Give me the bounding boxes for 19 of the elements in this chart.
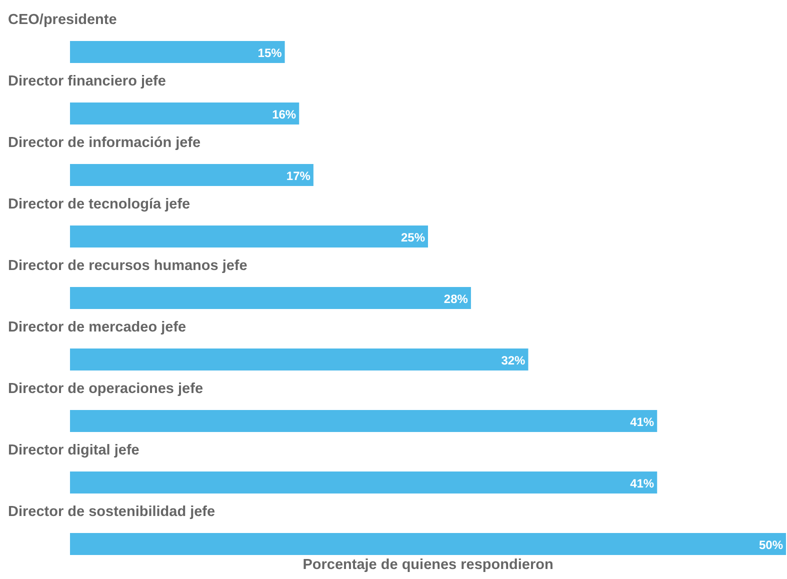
data-label: 41% (630, 476, 654, 490)
data-label: 28% (444, 292, 468, 306)
y-tick-label: Director financiero jefe (8, 74, 166, 90)
y-tick-label: Director de mercadeo jefe (8, 320, 186, 336)
y-tick-label: Director de operaciones jefe (8, 381, 204, 397)
data-label: 50% (758, 538, 784, 552)
y-tick-label: Director de tecnología jefe (8, 196, 190, 212)
y-tick-label: Director digital jefe (8, 442, 140, 458)
y-tick-label: Director de sostenibilidad jefe (8, 504, 216, 520)
data-label: 17% (286, 169, 311, 183)
data-label: 32% (501, 354, 526, 368)
y-tick-label: Director de información jefe (8, 135, 201, 151)
y-tick-label: Director de recursos humanos jefe (8, 258, 248, 274)
data-label: 15% (258, 46, 282, 60)
x-axis-title: Porcentaje de quienes respondieron (302, 557, 554, 573)
data-label: 25% (400, 230, 426, 244)
y-tick-label: CEO/presidente (8, 12, 117, 28)
data-label: 41% (630, 415, 654, 429)
data-label: 16% (272, 108, 296, 122)
